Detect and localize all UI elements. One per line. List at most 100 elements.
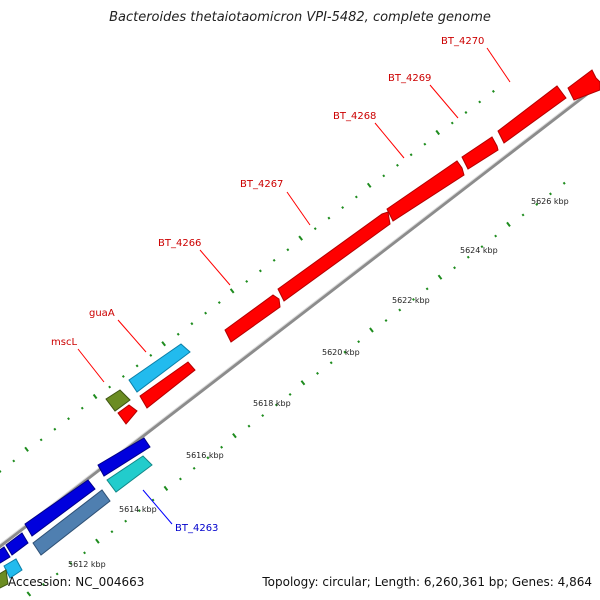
label-leaders: [77, 47, 511, 525]
gene-label-bt4270: BT_4270: [441, 36, 484, 47]
outer-track-tick: [272, 258, 276, 262]
scale-tick-track: [26, 181, 566, 597]
scale-label-5624: 5624 kbp: [460, 246, 498, 255]
outer-tick-track: [0, 89, 495, 473]
gene-bt4265-arrow[interactable]: [224, 294, 281, 343]
gene-bt4266-arrow[interactable]: [277, 211, 391, 302]
outer-track-tick: [341, 206, 345, 210]
scale-label-5618: 5618 kbp: [253, 399, 291, 408]
gene-bt4270-arrow[interactable]: [567, 69, 600, 101]
gene-bt4267-arrow[interactable]: [386, 160, 465, 222]
outer-track-tick: [53, 427, 57, 431]
inner-track-tick: [494, 234, 498, 238]
gene-labels: BT_4270 BT_4269 BT_4268 BT_4267 BT_4266 …: [51, 36, 484, 534]
inner-track-tick: [26, 591, 32, 597]
gene-blue-arrow-2[interactable]: [24, 479, 96, 537]
gene-bt4263-arrow[interactable]: [106, 455, 153, 493]
outer-track-tick: [217, 301, 221, 305]
gene-label-bt4267: BT_4267: [240, 179, 283, 190]
inner-track-tick: [384, 319, 388, 323]
gene-blue-arrow-3[interactable]: [5, 532, 29, 556]
gene-mscl-arrow[interactable]: [105, 389, 131, 412]
scale-label-5626: 5626 kbp: [531, 197, 569, 206]
inner-track-tick: [549, 192, 552, 196]
outer-track-tick: [39, 438, 43, 442]
inner-track-tick: [261, 414, 265, 418]
outer-track-tick: [245, 279, 249, 283]
gene-bt4269-arrow[interactable]: [497, 85, 567, 144]
scale-labels: 5612 kbp 5614 kbp 5616 kbp 5618 kbp 5620…: [68, 197, 569, 569]
outer-track-tick: [286, 248, 290, 252]
outer-track-tick: [0, 470, 2, 473]
leader-bt4263: [142, 489, 173, 525]
inner-track-tick: [179, 477, 182, 481]
inner-track-tick: [466, 255, 470, 259]
inner-track-tick: [316, 371, 319, 375]
inner-track-tick: [369, 327, 374, 333]
gene-red-small-arrow[interactable]: [139, 361, 196, 409]
inner-track-tick: [220, 445, 224, 449]
scale-label-5612: 5612 kbp: [68, 560, 106, 569]
inner-track-tick: [137, 509, 141, 513]
inner-track-tick: [163, 485, 169, 491]
outer-track-tick: [409, 153, 413, 157]
outer-track-tick: [190, 322, 194, 326]
gene-blue-arrow-4[interactable]: [0, 546, 11, 566]
inner-track-tick: [412, 297, 415, 301]
inner-track-tick: [95, 538, 100, 544]
outer-track-tick: [80, 406, 84, 410]
outer-track-tick: [12, 459, 16, 463]
outer-track-tick: [161, 341, 166, 347]
outer-track-tick: [298, 235, 303, 241]
gene-bt4268-arrow[interactable]: [461, 136, 499, 170]
outer-track-tick: [149, 353, 153, 357]
inner-track-tick: [437, 274, 443, 280]
scale-label-5620: 5620 kbp: [322, 348, 360, 357]
accession-label: Accession: NC_004663: [8, 575, 145, 589]
inner-track-tick: [480, 245, 484, 249]
outer-track-tick: [450, 121, 454, 125]
scale-label-5622: 5622 kbp: [392, 296, 430, 305]
inner-track-tick: [124, 519, 128, 523]
outer-track-tick: [121, 374, 125, 378]
inner-track-tick: [453, 266, 456, 270]
gene-label-bt4268: BT_4268: [333, 111, 376, 122]
outer-track-tick: [108, 385, 112, 389]
inner-track-tick: [329, 361, 333, 365]
gene-olive-edge[interactable]: [0, 569, 9, 590]
inner-track-tick: [69, 561, 73, 565]
outer-track-tick: [229, 288, 235, 294]
gene-label-bt4263: BT_4263: [175, 523, 218, 534]
gene-steel-blue-arrow[interactable]: [32, 489, 111, 556]
outer-track-tick: [67, 417, 71, 421]
inner-track-tick: [247, 424, 251, 428]
genome-backbone: [0, 81, 600, 549]
gene-features: [0, 69, 600, 590]
outer-track-tick: [435, 129, 441, 136]
gene-blue-arrow-1[interactable]: [97, 437, 151, 477]
genome-title: Bacteroides thetaiotaomicron VPI-5482, c…: [109, 10, 491, 25]
inner-track-tick: [110, 530, 114, 534]
outer-track-tick: [24, 446, 29, 452]
outer-track-tick: [478, 100, 482, 104]
inner-track-tick: [343, 350, 347, 354]
gene-label-bt4266: BT_4266: [158, 238, 201, 249]
outer-track-tick: [204, 311, 208, 315]
outer-track-tick: [313, 227, 317, 231]
outer-track-tick: [423, 142, 427, 146]
inner-track-tick: [55, 572, 59, 576]
gene-cyan-edge-arrow[interactable]: [3, 558, 23, 579]
leader-bt4268: [374, 122, 405, 159]
inner-track-tick: [357, 340, 361, 344]
leader-bt4269: [429, 84, 459, 119]
outer-track-tick: [395, 163, 399, 167]
gene-label-mscl: mscL: [51, 337, 77, 348]
outer-track-tick: [327, 216, 331, 220]
genome-backbone-highlight: [0, 81, 600, 545]
gene-guaa-arrow[interactable]: [128, 343, 191, 393]
inner-track-tick: [41, 583, 45, 586]
inner-track-tick: [274, 403, 278, 407]
gene-red-tiny-arrow[interactable]: [117, 404, 138, 425]
